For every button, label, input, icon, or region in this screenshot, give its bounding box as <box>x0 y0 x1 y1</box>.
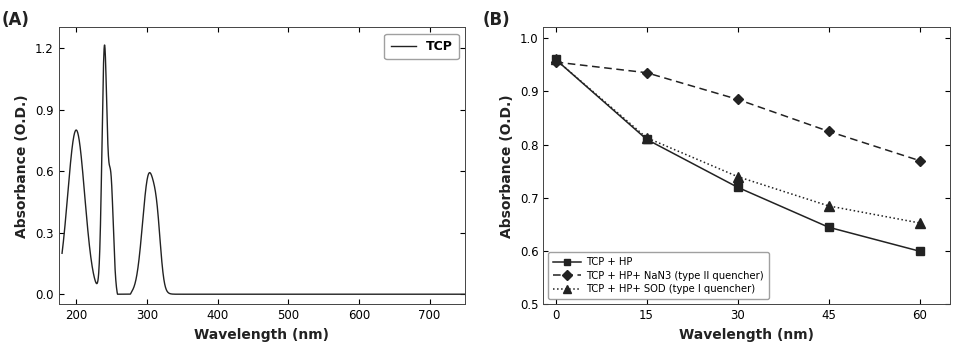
Text: (B): (B) <box>482 11 510 29</box>
Y-axis label: Absorbance (O.D.): Absorbance (O.D.) <box>501 94 514 238</box>
Legend: TCP: TCP <box>384 34 458 59</box>
Legend: TCP + HP, TCP + HP+ NaN3 (type II quencher), TCP + HP+ SOD (type I quencher): TCP + HP, TCP + HP+ NaN3 (type II quench… <box>549 252 769 299</box>
Y-axis label: Absorbance (O.D.): Absorbance (O.D.) <box>15 94 30 238</box>
X-axis label: Wavelength (nm): Wavelength (nm) <box>194 328 330 342</box>
X-axis label: Wavelength (nm): Wavelength (nm) <box>679 328 814 342</box>
Text: (A): (A) <box>2 11 30 29</box>
